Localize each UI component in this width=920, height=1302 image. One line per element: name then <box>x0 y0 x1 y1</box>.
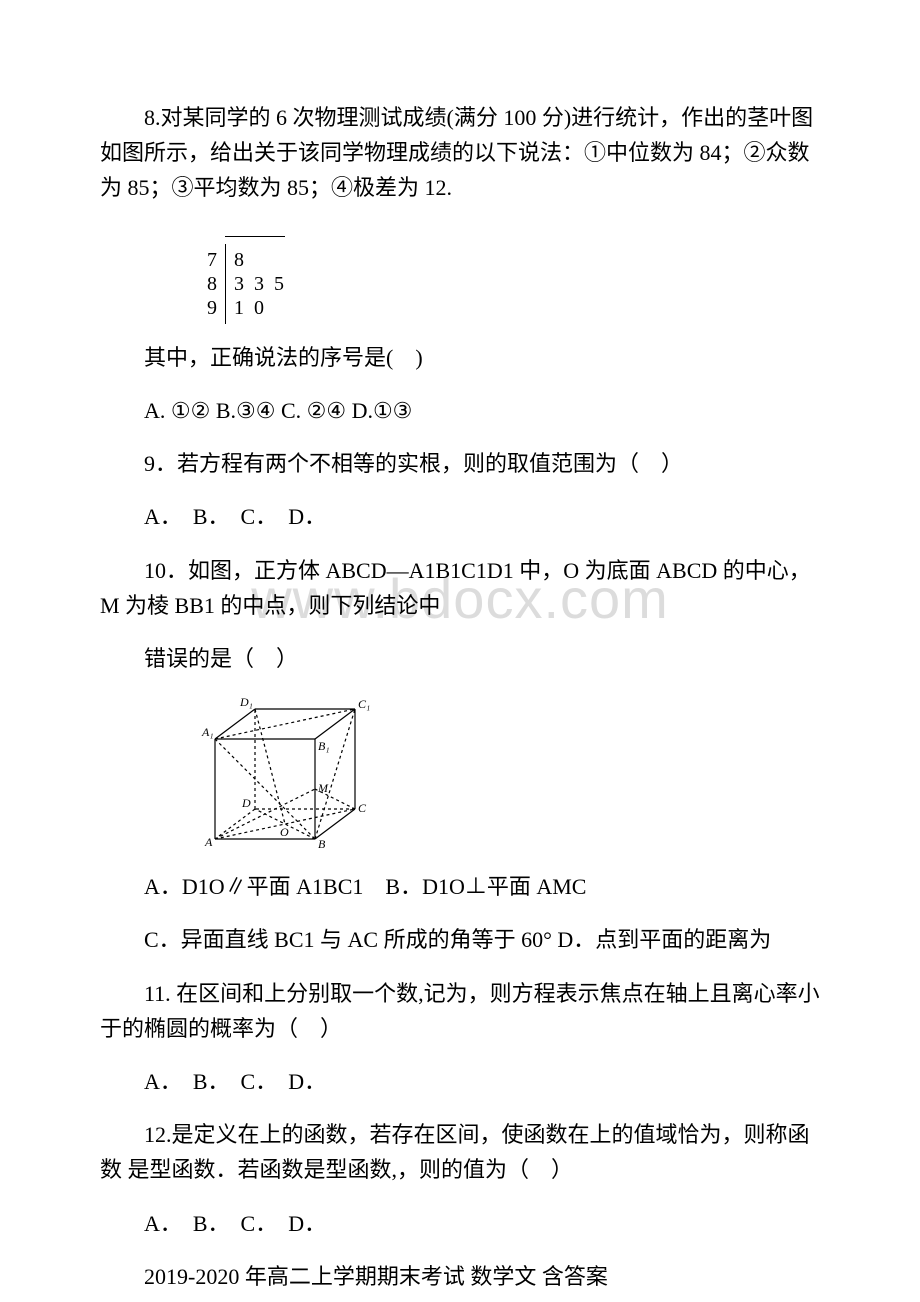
q8-options: A. ①② B.③④ C. ②④ D.①③ <box>100 393 820 428</box>
svg-text:A: A <box>204 835 213 849</box>
footer-title: 2019-2020 年高二上学期期末考试 数学文 含答案 <box>100 1259 820 1294</box>
svg-text:D₁: D₁ <box>239 695 253 709</box>
svg-text:B₁: B₁ <box>318 739 330 753</box>
page-content: 8.对某同学的 6 次物理测试成绩(满分 100 分)进行统计，作出的茎叶图如图… <box>100 100 820 1294</box>
cube-diagram: A B C D A₁ B₁ C₁ D₁ M O <box>200 694 820 859</box>
q8-stem: 8.对某同学的 6 次物理测试成绩(满分 100 分)进行统计，作出的茎叶图如图… <box>100 100 820 206</box>
q10-sub: 错误的是（ ） <box>100 641 820 676</box>
q9-stem: 9．若方程有两个不相等的实根，则的取值范围为（ ） <box>100 446 820 481</box>
stem-value: 9 <box>200 292 226 324</box>
svg-text:O: O <box>280 825 289 839</box>
svg-text:M: M <box>317 781 329 795</box>
svg-text:C: C <box>358 801 367 815</box>
q11-stem: 11. 在区间和上分别取一个数,记为，则方程表示焦点在轴上且离心率小于的椭圆的概… <box>100 976 820 1046</box>
svg-text:D: D <box>241 796 251 810</box>
q9-options: A． B． C． D． <box>100 499 820 534</box>
q10-stem: 10．如图，正方体 ABCD—A1B1C1D1 中，O 为底面 ABCD 的中心… <box>100 553 820 623</box>
q8-post-diagram: 其中，正确说法的序号是( ) <box>100 340 820 375</box>
stem-leaf-diagram: 7 8 8 335 9 10 <box>200 224 820 324</box>
q12-stem: 12.是定义在上的函数，若存在区间，使函数在上的值域恰为，则称函数 是型函数．若… <box>100 1117 820 1187</box>
svg-text:B: B <box>318 837 326 849</box>
q12-options: A． B． C． D． <box>100 1206 820 1241</box>
svg-text:A₁: A₁ <box>201 725 214 739</box>
leaf-values: 10 <box>226 292 274 324</box>
q10-option-cd: C．异面直线 BC1 与 AC 所成的角等于 60° D．点到平面的距离为 <box>100 922 820 957</box>
q11-options: A． B． C． D． <box>100 1064 820 1099</box>
svg-text:C₁: C₁ <box>358 697 370 711</box>
q10-option-ab: A．D1O∥平面 A1BC1 B．D1O⊥平面 AMC <box>100 869 820 904</box>
